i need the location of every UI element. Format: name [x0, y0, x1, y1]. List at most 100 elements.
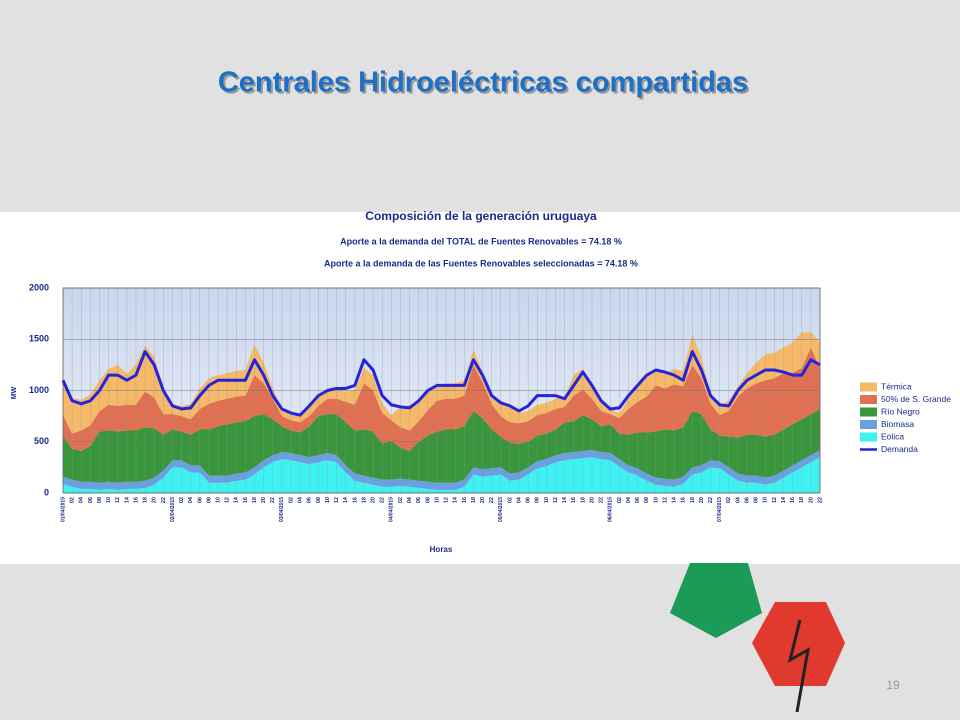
x-tick-label: 18 [143, 497, 149, 503]
y-tick-label: 2000 [29, 282, 49, 292]
x-tick-label: 06 [416, 497, 422, 503]
x-tick-label: 08 [535, 497, 541, 503]
slide-title-shadow: Centrales Hidroeléctricas compartidas [220, 69, 750, 101]
x-tick-label: 04 [735, 496, 741, 503]
x-tick-label: 12 [225, 497, 231, 503]
x-tick-label: 22 [161, 497, 167, 503]
x-tick-label: 22 [817, 497, 823, 503]
y-tick-label: 0 [44, 487, 49, 497]
x-tick-label: 04/04/2015 [389, 497, 395, 522]
area-1 [63, 449, 820, 490]
demand-line [61, 350, 821, 417]
page-number: 19 [886, 678, 900, 692]
x-tick-label: 04 [626, 496, 632, 503]
x-tick-label: 06 [744, 497, 750, 503]
x-tick-label: 07/04/2015 [717, 497, 723, 522]
x-tick-label: 12 [662, 497, 668, 503]
x-tick-label: 20 [699, 497, 705, 503]
slide-title: Centrales Hidroeléctricas compartidas [218, 67, 748, 99]
x-tick-label: 14 [343, 496, 349, 503]
x-tick-label: 08 [316, 497, 322, 503]
x-tick-label: 14 [453, 496, 459, 503]
x-tick-label: 06 [197, 497, 203, 503]
legend-swatch [860, 382, 877, 392]
x-tick-label: 08 [644, 497, 650, 503]
x-tick-label: 02 [179, 497, 185, 503]
hexagon-red [752, 602, 845, 686]
legend-swatch [860, 432, 877, 442]
x-tick-label: 20 [808, 497, 814, 503]
x-tick-label: 04 [79, 496, 85, 503]
x-tick-label: 10 [434, 497, 440, 503]
x-tick-label: 18 [690, 497, 696, 503]
x-tick-label: 02 [726, 497, 732, 503]
legend-label: Térmica [881, 381, 912, 391]
x-tick-label: 05/04/2015 [498, 497, 504, 522]
hexagon-green [670, 563, 762, 638]
legend-label: Demanda [881, 444, 918, 454]
x-tick-label: 04 [298, 496, 304, 503]
x-tick-label: 02 [288, 497, 294, 503]
x-tick-label: 08 [425, 497, 431, 503]
x-tick-label: 08 [754, 497, 760, 503]
x-tick-label: 06/04/2015 [608, 497, 614, 522]
x-tick-label: 22 [270, 497, 276, 503]
y-tick-label: 500 [34, 436, 49, 446]
x-tick-label: 02 [617, 497, 623, 503]
x-tick-label: 06 [526, 497, 532, 503]
x-tick-label: 16 [352, 497, 358, 503]
legend-swatch [860, 420, 877, 429]
x-tick-label: 04 [516, 496, 522, 503]
x-tick-label: 22 [380, 497, 386, 503]
y-axis-label: MW [11, 386, 18, 399]
x-tick-label: 12 [553, 497, 559, 503]
x-tick-label: 22 [489, 497, 495, 503]
x-tick-label: 18 [580, 497, 586, 503]
x-tick-label: 16 [133, 497, 139, 503]
x-tick-label: 12 [115, 497, 121, 503]
x-tick-label: 06 [88, 497, 94, 503]
x-tick-label: 20 [152, 497, 158, 503]
y-tick-label: 1000 [29, 385, 49, 395]
x-tick-label: 20 [480, 497, 486, 503]
x-tick-label: 12 [334, 497, 340, 503]
x-tick-label: 10 [763, 497, 769, 503]
x-tick-label: 01/04/2015 [60, 497, 66, 522]
x-tick-label: 02 [507, 497, 513, 503]
x-tick-label: 14 [781, 496, 787, 503]
x-tick-label: 10 [653, 497, 659, 503]
x-tick-label: 14 [672, 496, 678, 503]
x-tick-label: 02 [70, 497, 76, 503]
x-tick-label: 14 [234, 496, 240, 503]
x-tick-label: 18 [252, 497, 258, 503]
x-tick-label: 16 [571, 497, 577, 503]
legend-swatch [860, 395, 877, 404]
area-4 [63, 332, 820, 434]
chart-subtitle: Aporte a la demanda del TOTAL de Fuentes… [340, 236, 622, 246]
legend-label: Biomasa [881, 419, 914, 429]
legend-label: Río Negro [881, 406, 920, 416]
x-tick-label: 16 [462, 497, 468, 503]
x-tick-label: 10 [106, 497, 112, 503]
x-tick-label: 20 [371, 497, 377, 503]
legend-swatch [860, 407, 877, 417]
x-tick-label: 16 [790, 497, 796, 503]
chart-subtitle: Aporte a la demanda de las Fuentes Renov… [324, 258, 638, 268]
x-tick-label: 04 [407, 496, 413, 503]
x-tick-label: 04 [188, 496, 194, 503]
x-tick-label: 16 [681, 497, 687, 503]
x-tick-label: 18 [361, 497, 367, 503]
x-tick-label: 18 [799, 497, 805, 503]
area-2 [63, 408, 820, 483]
x-tick-label: 10 [216, 497, 222, 503]
area-0 [63, 457, 820, 493]
x-tick-label: 18 [471, 497, 477, 503]
chart-title: Composición de la generación uruguaya [365, 209, 597, 223]
x-tick-label: 22 [708, 497, 714, 503]
x-tick-label: 12 [772, 497, 778, 503]
x-tick-label: 02 [398, 497, 404, 503]
x-tick-label: 10 [325, 497, 331, 503]
x-tick-label: 14 [562, 496, 568, 503]
x-tick-label: 22 [599, 497, 605, 503]
